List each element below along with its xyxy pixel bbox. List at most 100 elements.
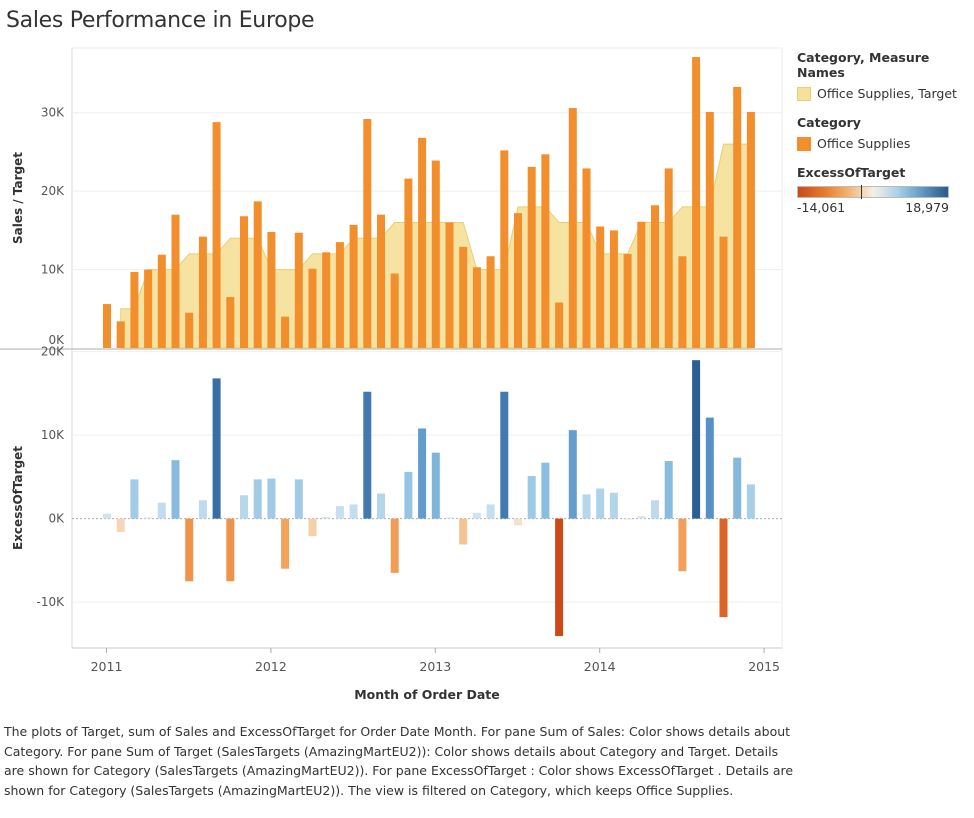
sales-bar bbox=[377, 214, 385, 348]
sales-bar bbox=[582, 168, 591, 348]
legend-excess-section: ExcessOfTarget -14,061 18,979 bbox=[797, 165, 974, 215]
legend-excess-title: ExcessOfTarget bbox=[797, 165, 906, 180]
sales-bar bbox=[116, 321, 125, 348]
bottom-y-axis: -10K 0K 10K 20K bbox=[37, 345, 66, 609]
top-y-tick-label: 20K bbox=[41, 184, 65, 198]
sales-bar bbox=[527, 166, 536, 348]
sales-bar bbox=[500, 150, 509, 348]
sales-bar bbox=[308, 268, 317, 348]
excess-bar bbox=[240, 495, 248, 519]
top-y-tick-label: 0K bbox=[48, 333, 65, 347]
excess-bar bbox=[637, 516, 646, 519]
sales-bar bbox=[472, 267, 481, 348]
sales-bar bbox=[568, 108, 577, 348]
sales-bar bbox=[157, 254, 166, 348]
excess-bar bbox=[253, 479, 262, 519]
excess-bar bbox=[267, 478, 276, 519]
top-y-axis-label: Sales / Target bbox=[11, 152, 25, 244]
excess-bar bbox=[294, 479, 303, 519]
sales-bar bbox=[651, 205, 659, 348]
gradient-min-label: -14,061 bbox=[797, 200, 846, 215]
excess-bar bbox=[596, 488, 605, 519]
sales-bar bbox=[363, 119, 372, 348]
sales-bar bbox=[253, 201, 262, 348]
sales-bar bbox=[541, 154, 550, 348]
sales-bar bbox=[609, 230, 618, 348]
excess-bar bbox=[130, 479, 139, 519]
bottom-y-axis-label: ExcessOfTarget bbox=[11, 446, 25, 550]
sales-bar bbox=[459, 246, 468, 348]
legend-measure-title: Category, Measure Names bbox=[797, 50, 930, 80]
bottom-y-tick-label: -10K bbox=[37, 595, 66, 609]
sales-bar bbox=[637, 221, 646, 348]
excess-bar bbox=[226, 518, 235, 582]
excess-bar bbox=[486, 504, 495, 519]
excess-bar bbox=[377, 493, 385, 519]
page-title: Sales Performance in Europe bbox=[6, 8, 315, 33]
sales-bar bbox=[733, 86, 742, 348]
sales-bar bbox=[185, 312, 194, 348]
sales-bar bbox=[335, 242, 344, 348]
excess-bar bbox=[459, 518, 468, 545]
excess-bar bbox=[431, 452, 440, 519]
sales-bar bbox=[596, 226, 605, 348]
sales-bar bbox=[130, 271, 139, 348]
top-y-tick-label: 30K bbox=[41, 106, 65, 120]
legend-item-target[interactable]: Office Supplies, Target bbox=[797, 86, 974, 101]
gradient-max-label: 18,979 bbox=[905, 200, 949, 215]
bottom-y-tick-label: 10K bbox=[41, 428, 65, 442]
x-axis: 2011 2012 2013 2014 2015 bbox=[91, 648, 780, 674]
excess-bar bbox=[116, 518, 125, 532]
excess-bar bbox=[281, 518, 290, 569]
sales-bar bbox=[418, 137, 427, 348]
excess-bar bbox=[527, 476, 536, 519]
excess-bar bbox=[609, 492, 618, 519]
target-swatch-icon bbox=[797, 86, 811, 101]
sales-bar bbox=[240, 216, 248, 348]
excess-bar bbox=[733, 457, 742, 519]
legend-category-section: Category Office Supplies bbox=[797, 115, 974, 151]
legend-item-office-supplies[interactable]: Office Supplies bbox=[797, 136, 974, 151]
sales-bar bbox=[692, 57, 701, 349]
chart-caption: The plots of Target, sum of Sales and Ex… bbox=[4, 724, 794, 798]
legend-measure-section: Category, Measure Names Office Supplies,… bbox=[797, 50, 974, 101]
excess-bar bbox=[390, 518, 399, 573]
x-tick-label: 2014 bbox=[584, 659, 616, 674]
excess-bar bbox=[335, 506, 344, 519]
sales-bar bbox=[445, 222, 454, 348]
excess-bar bbox=[568, 430, 577, 519]
excess-bar bbox=[349, 504, 358, 519]
sales-bar bbox=[171, 214, 180, 348]
sales-bar bbox=[281, 316, 290, 348]
excess-bar bbox=[144, 517, 153, 519]
excess-bar bbox=[719, 518, 728, 618]
x-tick-label: 2012 bbox=[255, 659, 287, 674]
sales-bar bbox=[144, 269, 153, 348]
excess-bar bbox=[171, 460, 180, 519]
excess-bar bbox=[705, 417, 714, 519]
excess-bar bbox=[363, 391, 372, 519]
bottom-pane-gridlines bbox=[72, 351, 782, 649]
sales-bar bbox=[486, 256, 495, 348]
legend-panel: Category, Measure Names Office Supplies,… bbox=[797, 50, 974, 229]
x-tick-label: 2015 bbox=[748, 659, 780, 674]
excess-bar bbox=[651, 500, 659, 519]
legend-category-title: Category bbox=[797, 115, 861, 130]
excess-bar bbox=[185, 518, 194, 582]
sales-bar bbox=[212, 122, 221, 348]
sales-bar bbox=[226, 297, 235, 348]
excess-bar bbox=[445, 517, 454, 519]
sales-bar bbox=[322, 252, 331, 348]
excess-bar bbox=[678, 518, 687, 572]
excess-bar bbox=[555, 518, 564, 636]
excess-bar bbox=[472, 512, 481, 519]
legend-item-office-supplies-label: Office Supplies bbox=[817, 136, 911, 151]
sales-bar bbox=[678, 256, 687, 348]
sales-bar bbox=[719, 236, 728, 348]
excess-bar bbox=[582, 494, 591, 519]
gradient-zero-tick bbox=[861, 185, 862, 199]
excess-bar bbox=[500, 391, 509, 519]
excess-bar bbox=[514, 518, 522, 526]
excess-bar bbox=[664, 461, 673, 519]
sales-bar bbox=[103, 304, 111, 348]
